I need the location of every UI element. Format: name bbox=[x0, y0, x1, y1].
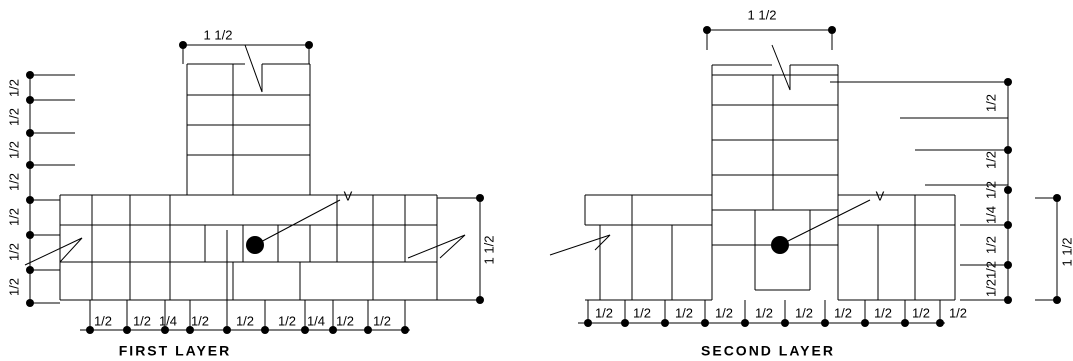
bottom-dimension: 1/2 bbox=[675, 305, 693, 320]
right-dimension: 1/2 bbox=[983, 181, 998, 199]
marker-label: V bbox=[876, 188, 885, 203]
bottom-dimension: 1/2 bbox=[633, 305, 651, 320]
far-right-dimension: 1 1/2 bbox=[1059, 238, 1073, 267]
bottom-dimension: 1/2 bbox=[278, 313, 296, 328]
first-layer-dimension-lines bbox=[29, 44, 481, 331]
right-dimension: 1/2 bbox=[983, 279, 998, 297]
right-dimension: 1/2 bbox=[983, 236, 998, 254]
bottom-dimension: 1/2 bbox=[755, 305, 773, 320]
top-dimension: 1 1/2 bbox=[204, 27, 233, 42]
second-layer-dots bbox=[584, 26, 1061, 327]
right-dimension: 1 1/2 bbox=[481, 236, 496, 265]
left-dimension: 1/2 bbox=[6, 243, 21, 261]
second-layer-dimension-lines bbox=[578, 29, 1060, 324]
right-dimension: 1/2 bbox=[983, 151, 998, 169]
bottom-dimension: 1/2 bbox=[133, 313, 151, 328]
left-dimension: 1/2 bbox=[6, 108, 21, 126]
bottom-dimension: 1/4 bbox=[307, 313, 325, 328]
bottom-dimension: 1/2 bbox=[834, 305, 852, 320]
left-dimension: 1/2 bbox=[6, 141, 21, 159]
bottom-dimension: 1/2 bbox=[795, 305, 813, 320]
right-dimension: 1/2 bbox=[983, 261, 998, 279]
right-dimension: 1/2 bbox=[983, 94, 998, 112]
first-layer-dots bbox=[26, 41, 484, 334]
marker-label: V bbox=[344, 188, 353, 203]
left-dimension: 1/2 bbox=[6, 278, 21, 296]
bottom-dimension: 1/2 bbox=[373, 313, 391, 328]
bottom-dimension: 1/2 bbox=[236, 313, 254, 328]
bottom-dimension: 1/2 bbox=[336, 313, 354, 328]
title: FIRST LAYER bbox=[119, 343, 232, 359]
left-dimension: 1/2 bbox=[6, 208, 21, 226]
bottom-dimension: 1/4 bbox=[159, 313, 177, 328]
title: SECOND LAYER bbox=[701, 343, 835, 359]
top-dimension: 1 1/2 bbox=[748, 7, 777, 22]
left-dimension: 1/2 bbox=[6, 173, 21, 191]
bottom-dimension: 1/2 bbox=[94, 313, 112, 328]
bottom-dimension: 1/2 bbox=[595, 305, 613, 320]
left-dimension: 1/2 bbox=[6, 79, 21, 97]
second-layer-bricks bbox=[549, 44, 956, 301]
bottom-dimension: 1/2 bbox=[715, 305, 733, 320]
bottom-dimension: 1/2 bbox=[874, 305, 892, 320]
bottom-dimension: 1/2 bbox=[191, 313, 209, 328]
first-layer-bricks bbox=[24, 44, 466, 301]
bottom-dimension: 1/2 bbox=[912, 305, 930, 320]
bottom-dimension: 1/2 bbox=[949, 305, 967, 320]
right-dimension: 1/4 bbox=[983, 206, 998, 224]
